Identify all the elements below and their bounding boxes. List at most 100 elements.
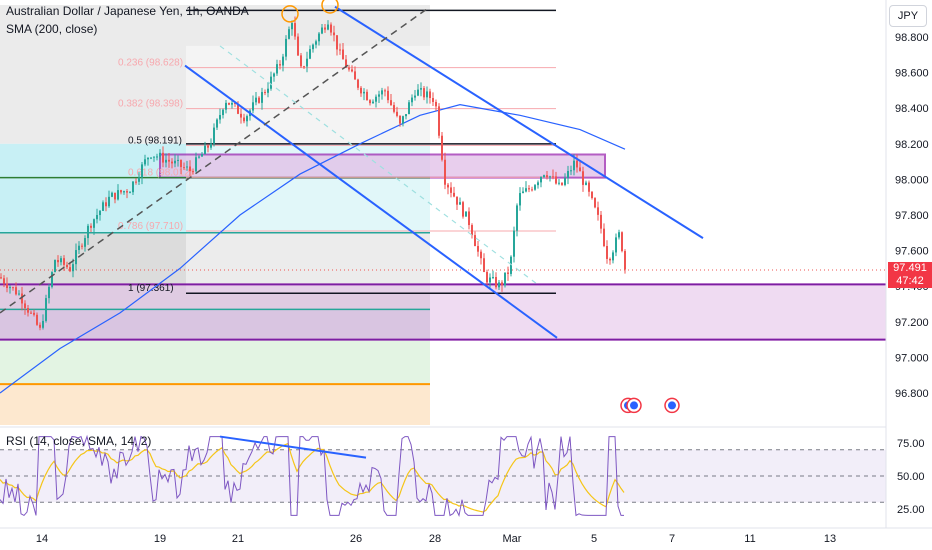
candle-body	[510, 256, 512, 274]
candle-body	[159, 152, 161, 157]
candle-body	[384, 90, 386, 92]
fib-label: 1 (97.361)	[128, 283, 174, 294]
candle-body	[621, 232, 623, 252]
candle-body	[474, 235, 476, 247]
candle-body	[72, 264, 74, 272]
symbol-title: Australian Dollar / Japanese Yen, 1h, OA…	[6, 4, 249, 18]
time-tick-label: 14	[36, 533, 48, 545]
candle-body	[252, 102, 254, 111]
event-flag-icon	[668, 401, 676, 410]
time-tick-label: 21	[232, 533, 244, 545]
candle-body	[162, 152, 164, 163]
candle-body	[315, 41, 317, 45]
fib-label: 0.382 (98.398)	[118, 99, 183, 110]
candle-body	[24, 303, 26, 309]
candle-body	[585, 182, 587, 185]
time-tick-label: 7	[669, 533, 675, 545]
candle-body	[480, 251, 482, 259]
candle-body	[369, 100, 371, 104]
candle-body	[495, 277, 497, 288]
candle-body	[126, 191, 128, 193]
candle-body	[603, 228, 605, 247]
candle-body	[129, 192, 131, 194]
candle-body	[99, 210, 101, 216]
candle-body	[537, 182, 539, 186]
rsi-ma-line	[0, 442, 625, 513]
rsi-tick-label: 50.00	[897, 471, 925, 483]
candle-body	[183, 167, 185, 169]
grey-box-top	[0, 5, 430, 144]
candle-body	[624, 251, 626, 270]
candle-body	[231, 102, 233, 105]
candle-body	[459, 202, 461, 205]
candle-body	[525, 188, 527, 192]
candle-body	[216, 119, 218, 128]
time-tick-label: 26	[350, 533, 362, 545]
orange-box	[0, 384, 430, 425]
candle-body	[360, 87, 362, 94]
rsi-line	[0, 434, 624, 518]
trendlines-layer[interactable]	[0, 0, 704, 414]
candle-body	[501, 282, 503, 286]
candle-body	[324, 27, 326, 30]
candle-body	[408, 102, 410, 115]
candle-body	[39, 324, 41, 328]
candle-body	[60, 258, 62, 263]
levels-layer: 0.5 (98.191) 0.618 (98.012) 0.786 (97.710)…	[0, 9, 886, 386]
candle-body	[222, 109, 224, 116]
candle-body	[423, 88, 425, 98]
candle-body	[189, 166, 191, 172]
candle-body	[618, 232, 620, 238]
candle-body	[498, 282, 500, 288]
swing-high-marker	[281, 5, 299, 23]
candle-body	[204, 145, 206, 155]
candle-body	[489, 277, 491, 283]
candle-body	[141, 164, 143, 178]
candle-body	[396, 111, 398, 116]
price-tick-label: 98.000	[895, 174, 929, 186]
sma-layer	[0, 104, 626, 394]
last-price-tag: 97.491	[888, 262, 932, 275]
candle-body	[198, 156, 200, 158]
price-tick-label: 98.400	[895, 103, 929, 115]
candle-body	[306, 58, 308, 67]
candle-body	[507, 272, 509, 274]
candle-body	[150, 157, 152, 159]
candle-body	[174, 160, 176, 164]
candle-body	[114, 192, 116, 200]
time-tick-label: Mar	[503, 533, 522, 545]
candle-body	[237, 103, 239, 114]
candle-body	[612, 252, 614, 261]
time-tick-label: 19	[154, 533, 166, 545]
price-tick-label: 97.800	[895, 210, 929, 222]
candle-body	[558, 182, 560, 184]
candle-body	[270, 76, 272, 89]
candle-body	[597, 207, 599, 215]
candle-body	[78, 245, 80, 251]
candle-body	[561, 182, 563, 185]
candle-body	[432, 98, 434, 102]
currency-button[interactable]: JPY	[889, 5, 927, 27]
candle-body	[156, 156, 158, 158]
candle-body	[240, 113, 242, 118]
candle-body	[336, 35, 338, 50]
candle-body	[288, 29, 290, 39]
candle-body	[69, 267, 71, 272]
candle-body	[354, 71, 356, 80]
candle-body	[297, 36, 299, 56]
candle-body	[615, 237, 617, 253]
candle-body	[351, 69, 353, 72]
candle-body	[225, 102, 227, 110]
trendline	[184, 64, 558, 339]
candle-body	[45, 298, 47, 321]
candle-body	[291, 23, 293, 30]
candle-body	[273, 73, 275, 77]
candle-body	[93, 219, 95, 228]
candle-body	[582, 171, 584, 185]
fib-label: 0.5 (98.191)	[128, 135, 182, 146]
candle-body	[84, 238, 86, 247]
candle-body	[381, 90, 383, 95]
candle-body	[342, 49, 344, 60]
candle-body	[75, 250, 77, 265]
